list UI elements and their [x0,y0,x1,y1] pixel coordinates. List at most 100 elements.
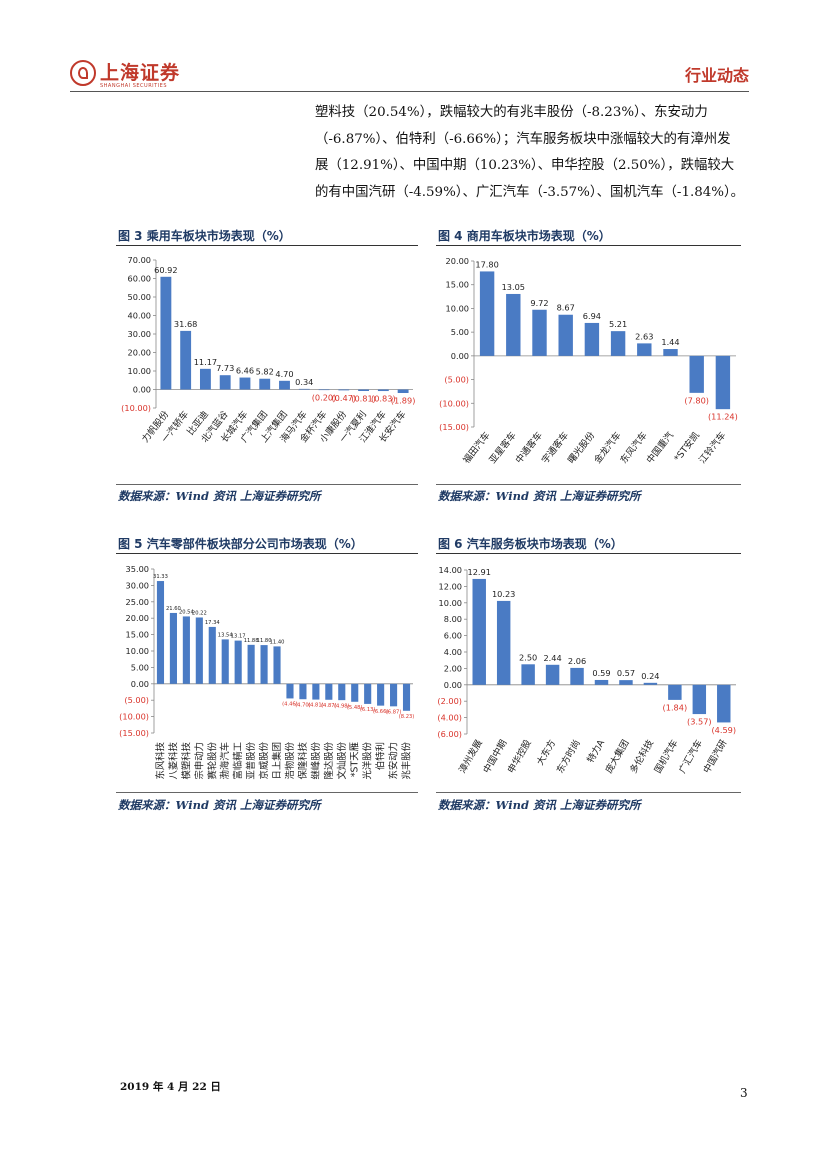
bar [338,683,346,701]
y-tick-label: 6.00 [444,631,462,641]
y-tick-label: (5.00) [444,375,469,385]
category-label: 东风科技 [154,741,166,779]
bar [160,276,172,390]
data-label: (5.48) [347,705,363,711]
company-logo: 上海证券 SHANGHAI SECURITIES [70,58,190,94]
fig5-chart: 35.00 30.00 25.00 20.00 15.00 10.00 5.00 0.00 (5… [119,564,414,780]
category-label: 八菱科技 [167,741,179,779]
data-label: 13.05 [502,282,525,292]
data-label: 17.34 [205,620,221,626]
bar [506,293,521,356]
data-label: 0.57 [617,668,635,678]
bar [260,645,268,684]
category-label: 隆达股份 [323,741,335,779]
category-label: 东安动力 [388,742,400,780]
data-label: (4.70) [295,702,311,708]
fig4-bottom-rule [436,484,741,485]
data-label: (1.89) [391,396,416,406]
fig3-source: 数据来源：Wind 资讯 上海证券研究所 [118,489,321,503]
category-label: 江铃汽车 [696,429,728,465]
data-label: 8.67 [557,303,575,313]
bar [364,683,372,704]
category-label: 亚普股份 [245,741,257,779]
logo-english-name: SHANGHAI SECURITIES [100,83,168,89]
data-label: (6.13) [360,707,376,713]
y-tick-label: 25.00 [126,597,149,607]
data-label: (0.83) [371,394,396,404]
bar [351,683,359,702]
category-label: 渤海汽车 [219,742,231,780]
y-tick-label: 8.00 [444,614,462,624]
data-label: 20.22 [192,610,207,616]
category-label: 中国汽研 [701,738,730,776]
data-label: 5.82 [256,367,274,377]
y-tick-label: 10.00 [439,598,462,608]
data-label: 13.17 [231,634,246,640]
bar [234,640,242,684]
bar [570,667,584,685]
y-tick-label: (10.00) [439,398,469,408]
data-label: 13.54 [218,632,234,638]
y-tick-label: 12.00 [439,581,462,591]
bar [325,683,333,700]
bar [663,349,678,356]
bar [496,600,511,685]
bar [532,309,547,356]
logo-chinese-name: 上海证券 [100,62,181,84]
bar [402,683,411,711]
bar [390,683,398,707]
data-label: (4.98) [334,703,350,709]
page-number: 3 [740,1086,748,1100]
data-label: 10.23 [492,589,515,599]
data-label: 0.24 [641,671,659,681]
data-label: 9.72 [530,298,548,308]
bar [472,578,486,685]
bar [247,644,255,684]
data-label: 5.21 [609,319,627,329]
bar [619,680,633,685]
data-label: 2.44 [543,653,561,663]
data-label: (0.81) [351,394,376,404]
bar [182,616,190,684]
paragraph-line: 展（12.91%）、中国中期（10.23%）、申华控股（2.50%），跌幅较大 [315,158,735,173]
y-tick-label: 10.00 [126,646,149,656]
y-tick-label: 5.00 [451,327,469,337]
fig5-bottom-rule [116,792,418,793]
y-tick-label: (6.00) [437,729,462,739]
fig6-title: 图 6 汽车服务板块市场表现（%） [438,537,623,551]
bar [521,664,535,685]
y-tick-label: 10.00 [128,366,151,376]
data-label: 17.80 [475,259,498,269]
data-label: (1.84) [663,702,688,712]
intro-paragraph: 塑料技（20.54%），跌幅较大的有兆丰股份（-8.23%）、东安动力 （-6.… [315,100,748,206]
data-label: (4.87) [321,703,337,709]
bar [239,377,251,390]
data-label: 11.80 [257,638,272,644]
data-label: 31.68 [174,319,197,329]
y-tick-label: (10.00) [121,403,151,413]
data-label: 11.17 [194,357,217,367]
data-label: 11.40 [270,639,285,645]
paragraph-line: 的有中国汽研（-4.59%）、广汇汽车（-3.57%）、国机汽车（-1.84%）… [315,184,745,200]
y-tick-label: (4.00) [437,713,462,723]
category-label: 东方时尚 [554,738,583,776]
y-tick-label: 30.00 [126,580,149,590]
fig3-top-rule [116,245,418,246]
y-tick-label: (2.00) [437,696,462,706]
y-tick-label: 20.00 [128,348,151,358]
y-tick-label: 4.00 [444,647,462,657]
fig5-title: 图 5 汽车零部件板块部分公司市场表现（%） [118,537,363,551]
bar [286,683,294,699]
data-label: (7.80) [684,395,709,405]
category-label: 模塑科技 [180,741,192,779]
bar [594,679,609,685]
fig4-top-rule [436,245,741,246]
y-tick-label: 15.00 [126,630,149,640]
bar [584,322,600,356]
bar [298,388,310,390]
data-label: (6.87) [386,709,402,715]
category-label: 日上集团 [271,742,283,780]
y-tick-label: (15.00) [439,422,469,432]
category-label: 中国重汽 [644,429,676,465]
y-tick-label: 5.00 [131,662,149,672]
